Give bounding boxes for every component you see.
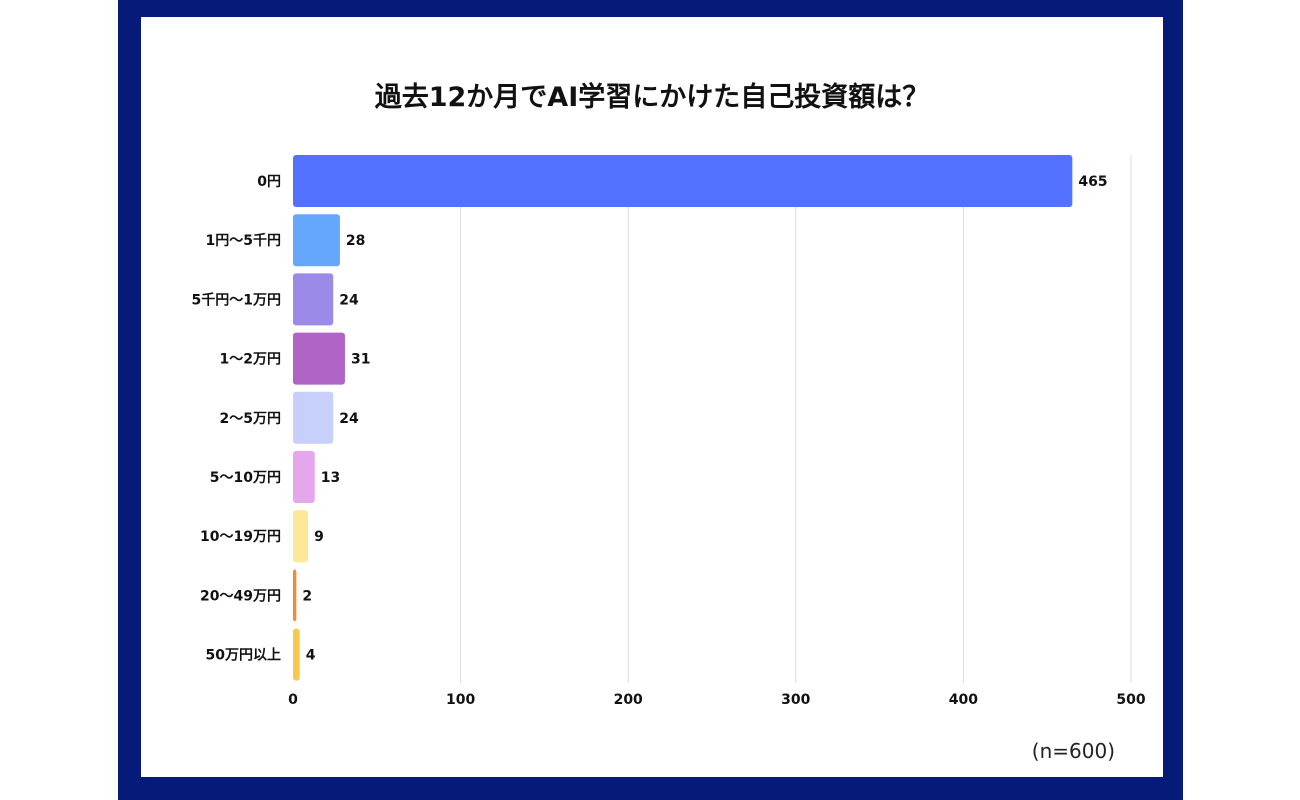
category-label: 50万円以上 [206,648,281,664]
category-label: 10〜19万円 [200,529,281,545]
value-label: 28 [346,233,365,249]
x-tick-label: 300 [781,692,810,708]
value-label: 4 [306,648,316,664]
value-label: 9 [314,529,324,545]
sample-size-note: (n=600) [1031,739,1115,763]
category-label: 0円 [257,174,281,190]
bar [293,569,297,622]
category-label: 5〜10万円 [210,470,281,486]
category-label: 1〜2万円 [220,352,281,368]
x-axis-ticks: 0 100 200 300 400 500 [288,692,1146,708]
x-tick-label: 400 [949,692,978,708]
value-label: 2 [302,588,312,604]
bar [293,273,334,326]
gridlines [460,155,1132,683]
bar [293,214,340,267]
category-label: 5千円〜1万円 [192,291,281,308]
value-label: 13 [321,470,340,486]
chart-title: 過去12か月でAI学習にかけた自己投資額は？ [374,82,930,113]
bar [293,451,315,503]
bar [293,628,300,681]
category-label: 1円〜5千円 [206,232,281,249]
value-label: 465 [1078,174,1107,190]
value-label: 31 [351,352,370,368]
x-tick-label: 500 [1116,692,1145,708]
bars [293,155,1073,681]
x-tick-label: 100 [446,692,475,708]
value-label: 24 [339,411,359,427]
bar [293,391,334,444]
category-labels: 0円 1円〜5千円 5千円〜1万円 1〜2万円 2〜5万円 5〜10万円 10〜19万円 20… [192,174,281,664]
category-label: 2〜5万円 [220,411,281,427]
bar [293,155,1073,207]
bar [293,510,309,563]
bar [293,332,345,385]
x-tick-label: 200 [614,692,643,708]
x-tick-label: 0 [288,692,298,708]
value-label: 24 [339,292,359,308]
category-label: 20〜49万円 [200,588,281,604]
